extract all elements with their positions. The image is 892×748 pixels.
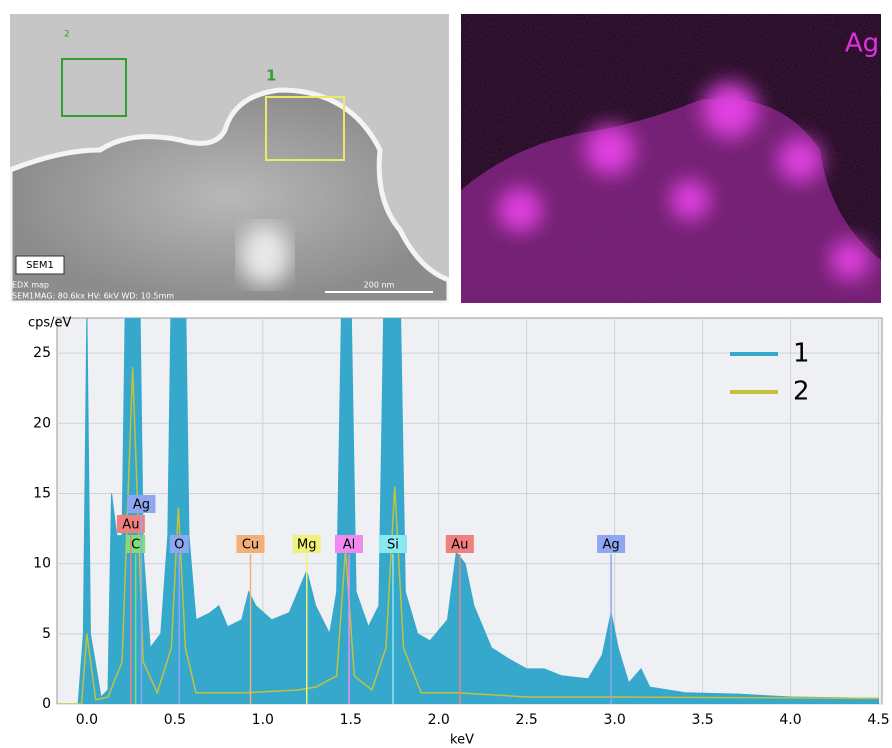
figure: 2 1 SEM1 EDX map SEM1MAG: 80.6kx HV: 6kV…	[0, 0, 892, 748]
x-tick-label: 0.5	[164, 712, 186, 728]
x-tick-label: 4.0	[779, 712, 801, 728]
info-label: SEM1MAG: 80.6kx HV: 6kV WD: 10.5mm	[12, 292, 174, 301]
y-tick-label: 15	[33, 485, 51, 501]
y-tick-label: 0	[42, 696, 51, 712]
ag-map	[461, 14, 881, 303]
y-tick-label: 5	[42, 626, 51, 642]
element-label: O	[174, 538, 184, 553]
element-label: Ag	[603, 538, 620, 553]
legend-label: 2	[793, 377, 810, 407]
x-tick-label: 4.5	[867, 712, 889, 728]
y-tick-label: 10	[33, 556, 51, 572]
element-label: Ag	[845, 29, 879, 59]
element-label: C	[131, 538, 140, 553]
y-axis-label: cps/eV	[28, 316, 72, 331]
element-label: Cu	[242, 538, 259, 553]
element-label: Al	[343, 538, 356, 553]
x-tick-label: 3.5	[691, 712, 713, 728]
y-tick-label: 25	[33, 345, 51, 361]
detector-label: SEM1	[26, 260, 54, 271]
y-tick-label: 20	[33, 415, 51, 431]
element-label: Au	[451, 538, 468, 553]
sem-image	[10, 14, 449, 303]
x-tick-label: 1.0	[252, 712, 274, 728]
x-tick-label: 2.5	[516, 712, 538, 728]
element-label: Mg	[297, 538, 316, 553]
x-tick-label: 3.0	[603, 712, 625, 728]
mode-label: EDX map	[12, 281, 49, 290]
element-label: Ag	[133, 498, 150, 513]
element-label: Si	[387, 538, 399, 553]
region-label: 1	[266, 67, 276, 85]
legend-label: 1	[793, 339, 810, 369]
element-label: Au	[122, 518, 139, 533]
x-tick-label: 0.0	[76, 712, 98, 728]
region-label: 2	[64, 30, 70, 40]
x-axis-label: keV	[450, 733, 474, 748]
scale-bar-label: 200 nm	[364, 281, 395, 290]
x-tick-label: 1.5	[340, 712, 362, 728]
x-tick-label: 2.0	[428, 712, 450, 728]
